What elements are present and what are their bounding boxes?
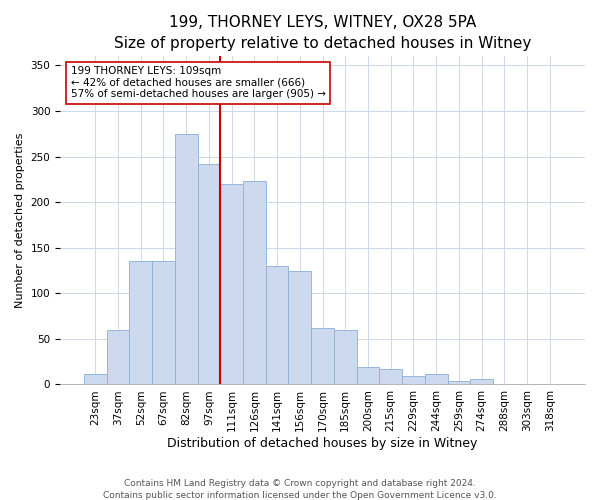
Bar: [152, 262, 175, 384]
X-axis label: Distribution of detached houses by size in Witney: Distribution of detached houses by size …: [167, 437, 478, 450]
Bar: [84, 374, 107, 384]
Bar: [243, 181, 266, 384]
Text: 199 THORNEY LEYS: 109sqm
← 42% of detached houses are smaller (666)
57% of semi-: 199 THORNEY LEYS: 109sqm ← 42% of detach…: [71, 66, 326, 100]
Bar: [379, 369, 402, 384]
Bar: [107, 330, 130, 384]
Bar: [334, 330, 356, 384]
Text: Contains HM Land Registry data © Crown copyright and database right 2024.
Contai: Contains HM Land Registry data © Crown c…: [103, 478, 497, 500]
Bar: [266, 266, 289, 384]
Y-axis label: Number of detached properties: Number of detached properties: [15, 132, 25, 308]
Bar: [356, 367, 379, 384]
Bar: [311, 328, 334, 384]
Bar: [448, 381, 470, 384]
Bar: [402, 376, 425, 384]
Bar: [289, 272, 311, 384]
Bar: [130, 262, 152, 384]
Bar: [220, 184, 243, 384]
Title: 199, THORNEY LEYS, WITNEY, OX28 5PA
Size of property relative to detached houses: 199, THORNEY LEYS, WITNEY, OX28 5PA Size…: [114, 15, 531, 51]
Bar: [197, 164, 220, 384]
Bar: [425, 374, 448, 384]
Bar: [470, 379, 493, 384]
Bar: [175, 134, 197, 384]
